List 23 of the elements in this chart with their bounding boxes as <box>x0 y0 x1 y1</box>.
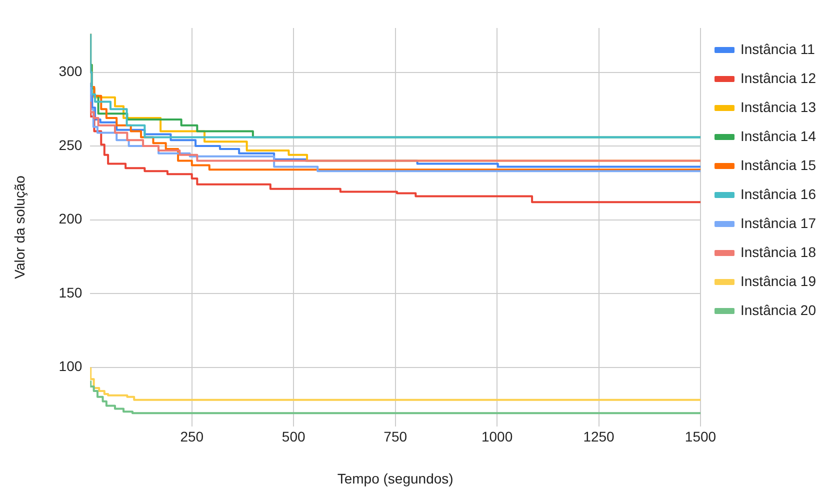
x-tick-label: 1250 <box>583 428 615 445</box>
y-tick-label: 250 <box>58 136 82 153</box>
y-tick-label: 150 <box>58 284 82 300</box>
y-tick-label: 200 <box>58 210 82 227</box>
legend-label: Instância 18 <box>740 244 816 260</box>
legend-label: Instância 11 <box>740 40 816 57</box>
legend-label: Instância 16 <box>740 186 816 202</box>
x-tick-label: 500 <box>282 428 306 445</box>
x-tick-label: 250 <box>180 428 204 445</box>
legend-label: Instância 17 <box>740 214 816 231</box>
legend-label: Instância 19 <box>740 272 816 289</box>
x-tick-label: 1000 <box>481 428 513 445</box>
x-tick-label: 1500 <box>684 428 716 445</box>
y-tick-label: 100 <box>58 358 82 374</box>
legend-label: Instância 13 <box>740 98 816 115</box>
y-tick-label: 300 <box>58 63 82 80</box>
x-axis-title: Tempo (segundos) <box>337 470 454 486</box>
legend-label: Instância 15 <box>740 156 816 173</box>
legend-label: Instância 20 <box>740 302 816 318</box>
legend-label: Instância 12 <box>740 70 816 86</box>
x-tick-label: 750 <box>384 428 408 445</box>
y-axis-title: Valor da solução <box>11 175 28 279</box>
legend-label: Instância 14 <box>740 128 816 144</box>
